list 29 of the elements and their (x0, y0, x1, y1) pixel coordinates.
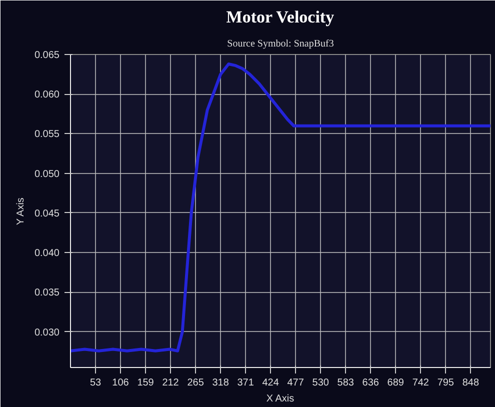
x-tick-label: 583 (337, 378, 354, 388)
x-tick-label: 318 (212, 378, 230, 388)
y-tick-label: 0.055 (34, 129, 60, 140)
x-tick-label: 689 (387, 378, 404, 388)
y-tick-label: 0.050 (34, 168, 60, 180)
x-tick-label: 795 (437, 378, 454, 388)
x-tick-label: 53 (90, 378, 102, 388)
y-tick-label: 0.035 (34, 288, 60, 299)
x-tick-label: 848 (462, 378, 480, 388)
x-tick-label: 424 (262, 378, 280, 388)
chart-subtitle: Source Symbol: SnapBuf3 (227, 38, 334, 50)
y-tick-label: 0.030 (34, 327, 60, 338)
y-tick-label: 0.040 (34, 248, 60, 260)
line-series (70, 62, 490, 352)
y-tick-label: 0.065 (34, 50, 60, 61)
x-tick-label: 636 (362, 378, 380, 388)
x-tick-label: 742 (412, 378, 430, 388)
chart-title: Motor Velocity (226, 8, 335, 26)
x-tick-label: 530 (312, 378, 330, 388)
x-tick-label: 477 (287, 378, 304, 388)
x-tick-label: 159 (137, 378, 154, 388)
y-axis-title: Y Axis (15, 198, 26, 226)
y-tick-label: 0.060 (34, 90, 60, 101)
x-tick-label: 212 (162, 378, 180, 388)
x-tick-label: 371 (237, 378, 254, 388)
x-tick-label: 265 (187, 378, 204, 388)
x-axis-title: X Axis (266, 394, 294, 404)
x-tick-label: 106 (112, 378, 130, 388)
y-tick-label: 0.045 (34, 208, 60, 220)
